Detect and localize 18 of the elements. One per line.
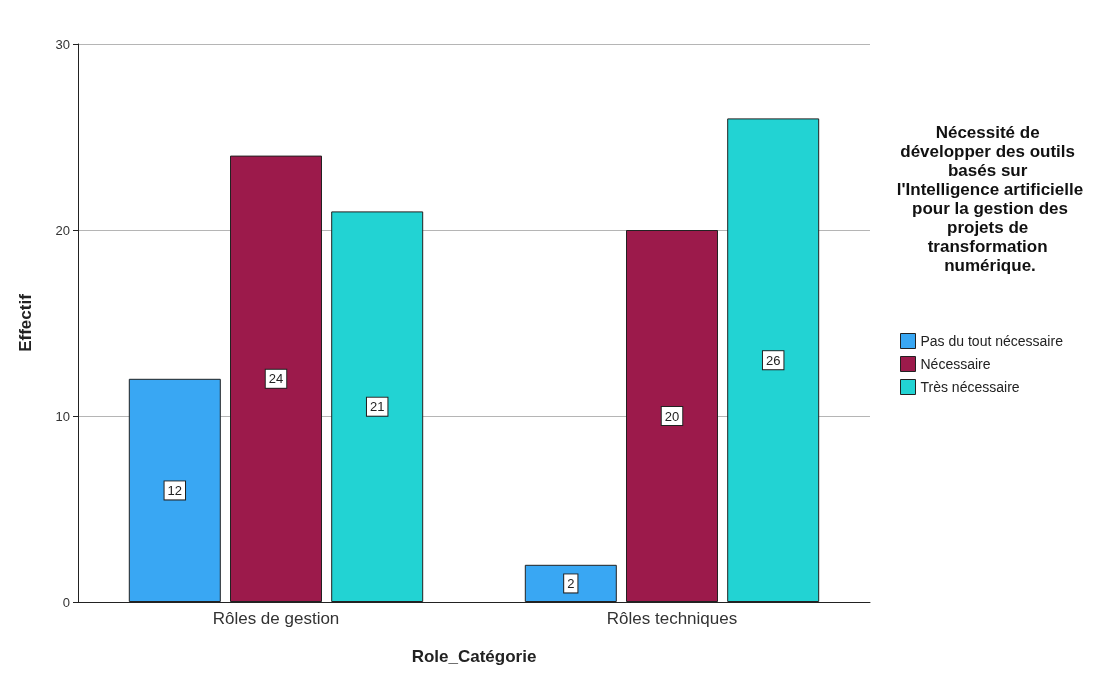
x-tick-label: Rôles techniques xyxy=(606,609,738,628)
data-label: 12 xyxy=(167,482,183,498)
y-tick-label: 10 xyxy=(55,408,70,424)
data-label: 24 xyxy=(268,371,284,387)
legend-label: Très nécessaire xyxy=(920,379,1020,395)
data-label: 26 xyxy=(765,352,781,368)
legend-label: Pas du tout nécessaire xyxy=(920,333,1064,349)
data-label: 2 xyxy=(567,575,575,591)
y-tick-label: 20 xyxy=(55,222,70,238)
data-label: 20 xyxy=(664,408,680,424)
data-label: 21 xyxy=(369,399,385,415)
y-tick-label: 0 xyxy=(62,594,70,610)
y-tick-label: 30 xyxy=(55,36,70,52)
x-axis-title: Role_Catégorie xyxy=(411,647,537,666)
legend-label: Nécessaire xyxy=(920,356,991,372)
y-axis-title: Effectif xyxy=(16,293,35,352)
x-tick-label: Rôles de gestion xyxy=(212,609,340,628)
legend-title: Nécessité de développer des outils basés sur l'Intelligence artificielle pour la gestion des projets de transformation numérique. xyxy=(896,123,1084,275)
